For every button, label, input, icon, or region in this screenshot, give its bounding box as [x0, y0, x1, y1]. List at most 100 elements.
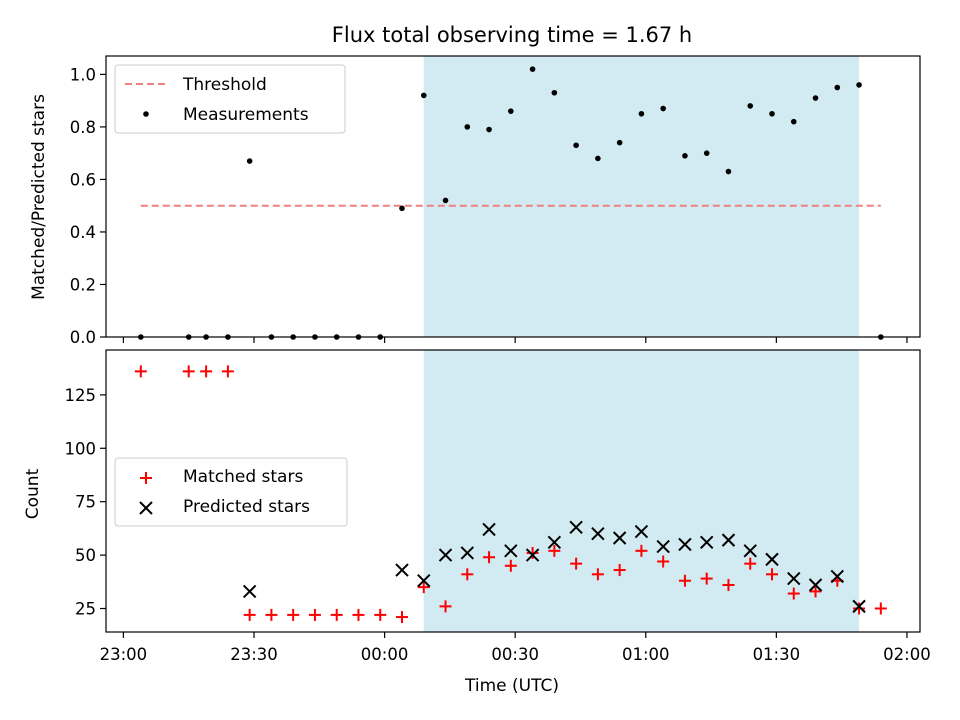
- x-tick-label: 00:00: [361, 645, 409, 664]
- predicted-star-point: [852, 599, 866, 614]
- top-axes-frame: [105, 55, 921, 338]
- measurement-point: [856, 82, 862, 88]
- measurement-point: [638, 110, 645, 117]
- matched-star-point: [504, 559, 517, 572]
- measurement-point: [790, 118, 797, 125]
- predicted-star-point: [656, 539, 670, 554]
- matched-star-point: [570, 557, 583, 570]
- top-y-axis-label: Matched/Predicted stars: [29, 94, 49, 300]
- bottom-y-tick-label: 75: [75, 493, 96, 512]
- matched-star-point: [265, 608, 278, 621]
- measurement-point: [420, 92, 427, 99]
- x-tick-label: 01:30: [753, 645, 801, 664]
- observing-window-shade: [423, 350, 860, 632]
- measurement-point: [747, 103, 754, 109]
- x-tick-label: 02:00: [883, 645, 931, 664]
- matched-star-point: [374, 608, 387, 621]
- bottom-shaded-region: [423, 350, 860, 632]
- matched-star-point: [417, 581, 430, 594]
- matched-star-point: [700, 572, 713, 585]
- top-panel: 0.0 0.2 0.4 0.6 0.8 1.0 Matched/Predicted sta…: [29, 55, 921, 347]
- predicted-star-point: [612, 531, 627, 545]
- predicted-star-point: [765, 552, 779, 567]
- matched-star-point: [182, 365, 195, 378]
- matched-star-point: [200, 365, 213, 378]
- measurement-point: [464, 124, 471, 130]
- matched-star-point: [330, 608, 343, 621]
- measurement-point: [399, 205, 405, 212]
- matched-stars-points: [134, 365, 887, 624]
- x-tick-label: 23:00: [100, 645, 148, 664]
- measurement-point: [508, 108, 514, 114]
- bottom-y-axis-label: Count: [23, 468, 43, 519]
- bottom-y-tick-label: 50: [75, 546, 96, 565]
- predicted-star-point: [591, 527, 605, 541]
- matched-star-point: [396, 611, 408, 624]
- legend-measurements-label: Measurements: [183, 105, 309, 125]
- measurement-point: [834, 84, 841, 91]
- predicted-star-point: [808, 578, 823, 592]
- predicted-star-point: [830, 569, 845, 584]
- chart-title: Flux total observing time = 1.67 h: [332, 23, 692, 47]
- measurement-point: [812, 95, 819, 101]
- measurement-point: [442, 197, 449, 204]
- x-tick-label: 01:00: [622, 645, 670, 664]
- predicted-star-point: [634, 524, 649, 539]
- top-y-tick-label: 0.2: [70, 275, 96, 294]
- matched-star-point: [591, 568, 604, 581]
- legend-predicted-label: Predicted stars: [183, 497, 310, 517]
- measurement-point: [486, 126, 492, 133]
- predicted-star-point: [525, 548, 540, 562]
- measurement-point: [725, 168, 732, 175]
- measurement-point: [529, 66, 536, 72]
- legend-matched-label: Matched stars: [183, 467, 303, 487]
- predicted-stars-points: [242, 520, 866, 614]
- predicted-star-point: [242, 584, 257, 599]
- matched-star-point: [243, 608, 256, 621]
- matched-star-point: [308, 608, 321, 621]
- matched-star-point: [635, 544, 648, 557]
- legend-predicted-swatch: [139, 501, 153, 515]
- matched-star-point: [548, 544, 561, 557]
- legend-threshold-label: Threshold: [182, 75, 267, 95]
- matched-star-point: [461, 568, 474, 581]
- predicted-star-point: [787, 571, 801, 586]
- matched-star-point: [678, 574, 691, 587]
- matched-star-point: [657, 555, 670, 568]
- top-y-tick-label: 0.8: [70, 118, 96, 137]
- predicted-star-point: [395, 563, 409, 577]
- predicted-star-point: [743, 544, 757, 558]
- predicted-star-point: [678, 537, 692, 552]
- measurement-point: [573, 142, 579, 149]
- measurement-point: [682, 152, 688, 159]
- top-shaded-region: [423, 56, 860, 337]
- matched-star-point: [134, 365, 147, 378]
- matched-star-point: [809, 585, 822, 598]
- matched-star-point: [287, 608, 300, 621]
- predicted-star-point: [721, 533, 736, 547]
- predicted-star-point: [438, 548, 453, 562]
- bottom-legend: Matched stars Predicted stars: [114, 457, 348, 527]
- measurement-point: [616, 139, 623, 146]
- predicted-star-point: [417, 574, 431, 588]
- matched-star-point: [766, 568, 778, 581]
- bottom-y-tick-label: 125: [65, 386, 97, 405]
- bottom-panel: 25 50 75 100 125 23:00 23:30 00:00 00:30 01:00 01…: [23, 349, 931, 696]
- bottom-x-ticks: 23:00 23:30 00:00 00:30 01:00 01:30 02:00: [100, 632, 931, 664]
- matched-star-point: [744, 557, 757, 570]
- matched-star-point: [483, 551, 496, 564]
- matched-star-point: [221, 365, 234, 378]
- measurement-point: [660, 105, 666, 112]
- top-legend: Threshold Measurements: [114, 64, 346, 134]
- matched-star-point: [613, 564, 626, 577]
- predicted-star-point: [699, 535, 714, 549]
- top-legend-box: [114, 64, 346, 134]
- predicted-star-point: [569, 520, 583, 535]
- matched-star-point: [787, 587, 800, 600]
- matched-star-point: [874, 602, 887, 615]
- measurement-point: [703, 150, 710, 156]
- bottom-axes-frame: [105, 349, 921, 633]
- top-x-ticks: [122, 337, 908, 343]
- bottom-y-ticks: 25 50 75 100 125: [65, 386, 106, 619]
